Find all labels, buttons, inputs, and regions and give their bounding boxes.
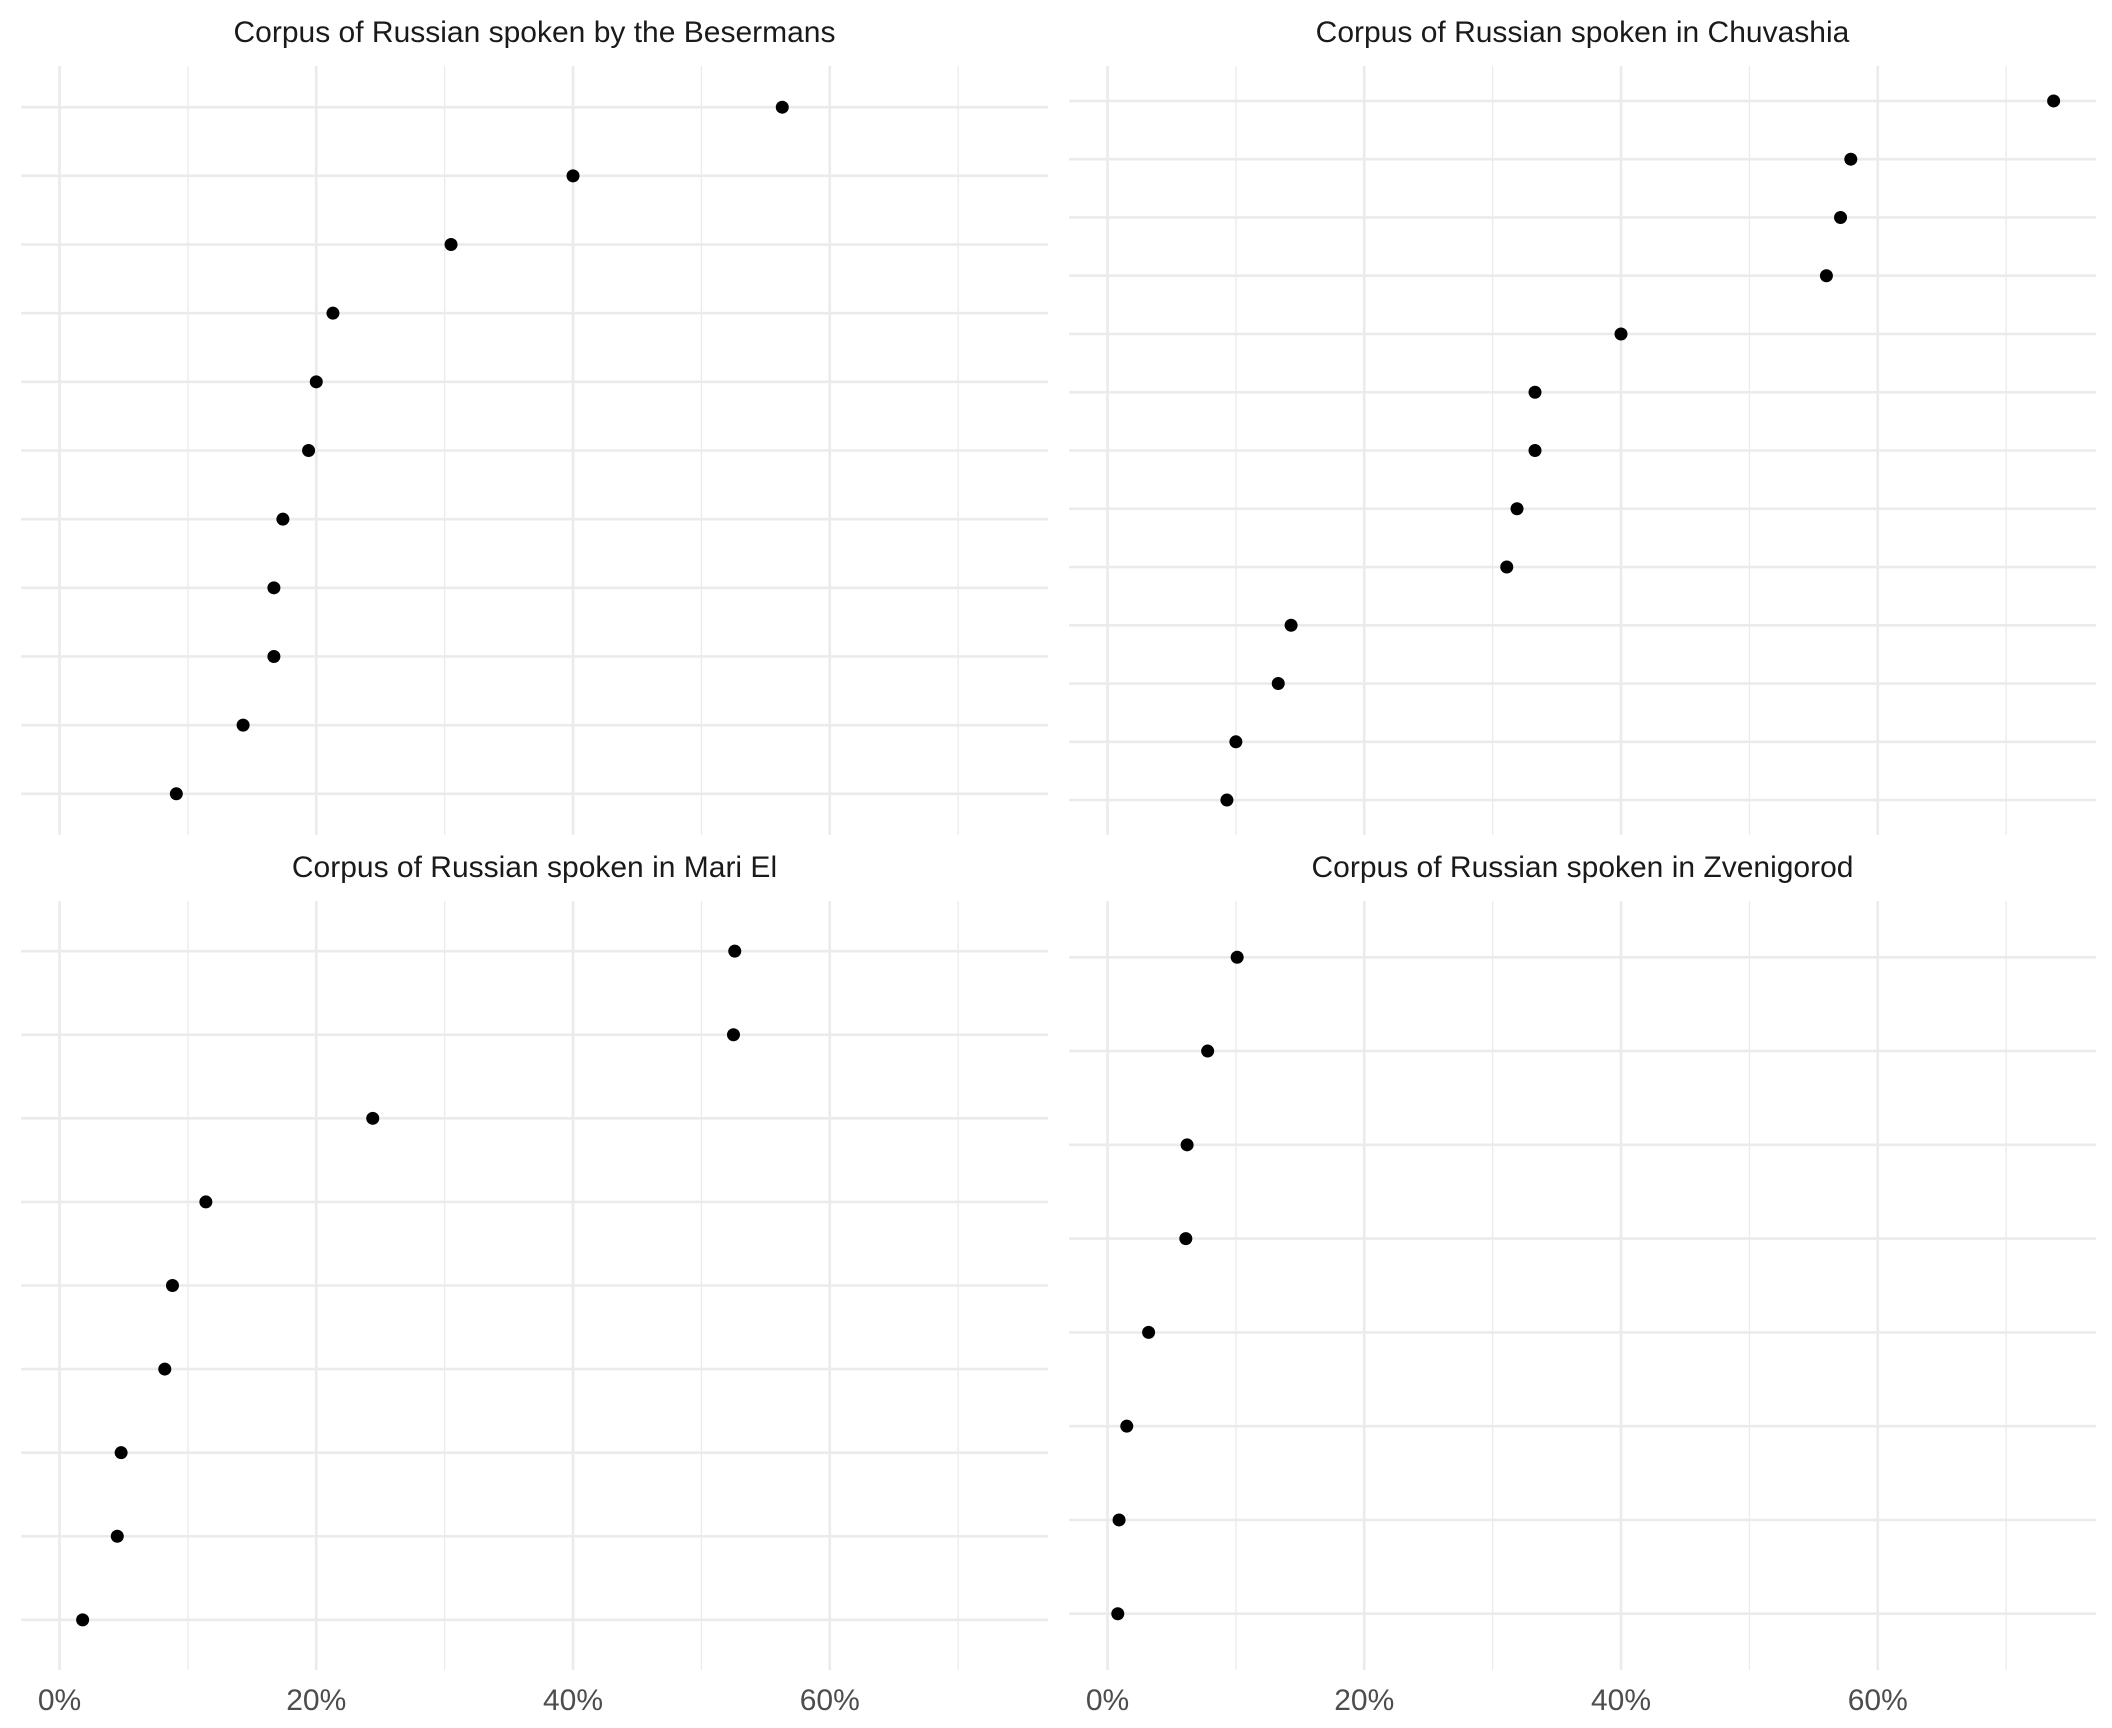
- data-point: [1230, 950, 1244, 964]
- data-point: [728, 944, 742, 958]
- x-tick-label: 60%: [1848, 1684, 1908, 1717]
- facet-chuvashia: Corpus of Russian spoken in Chuvashia: [1069, 16, 2096, 835]
- data-point: [1220, 793, 1234, 807]
- facet-besermans: Corpus of Russian spoken by the Beserman…: [21, 16, 1048, 835]
- data-point: [1179, 1232, 1193, 1246]
- data-point: [1271, 677, 1285, 691]
- x-tick-label: 20%: [286, 1684, 346, 1717]
- data-point: [267, 649, 281, 663]
- data-point: [1834, 210, 1848, 224]
- facet-title: Corpus of Russian spoken in Zvenigorod: [1312, 851, 1854, 884]
- facet-mari-el: Corpus of Russian spoken in Mari El 0% 20%…: [21, 851, 1048, 1717]
- data-point: [169, 787, 183, 801]
- facet-zvenigorod: Corpus of Russian spoken in Zvenigorod 0%…: [1069, 851, 2096, 1717]
- data-point: [114, 1446, 128, 1460]
- data-point: [1111, 1607, 1125, 1621]
- x-tick-label: 40%: [1591, 1684, 1651, 1717]
- x-tick-label: 60%: [800, 1684, 860, 1717]
- data-point: [1819, 269, 1833, 283]
- data-point: [366, 1111, 380, 1125]
- data-point: [726, 1028, 740, 1042]
- data-point: [444, 238, 458, 252]
- x-tick-label: 0%: [1086, 1684, 1129, 1717]
- data-point: [1528, 385, 1542, 399]
- data-point: [1528, 444, 1542, 457]
- data-point: [1614, 327, 1628, 341]
- data-point: [1112, 1513, 1126, 1527]
- data-point: [158, 1362, 172, 1376]
- data-point: [1142, 1325, 1156, 1339]
- facet-title: Corpus of Russian spoken in Mari El: [292, 851, 777, 884]
- data-point: [1284, 618, 1298, 632]
- data-point: [1510, 502, 1524, 516]
- data-point: [566, 169, 580, 183]
- data-point: [110, 1529, 124, 1543]
- facet-title: Corpus of Russian spoken by the Beserman…: [234, 16, 836, 49]
- data-point: [302, 444, 316, 457]
- data-point: [1201, 1044, 1215, 1058]
- x-tick-label: 40%: [543, 1684, 603, 1717]
- data-point: [326, 306, 340, 320]
- data-point: [165, 1279, 179, 1292]
- data-point: [1120, 1419, 1134, 1433]
- facet-title: Corpus of Russian spoken in Chuvashia: [1316, 16, 1850, 49]
- data-point: [309, 375, 323, 389]
- data-point: [1844, 152, 1858, 166]
- data-point: [1180, 1138, 1194, 1152]
- data-point: [2047, 94, 2061, 108]
- data-point: [76, 1613, 90, 1627]
- data-point: [267, 581, 281, 595]
- data-point: [236, 718, 250, 732]
- data-point: [775, 100, 789, 114]
- x-tick-label: 20%: [1334, 1684, 1394, 1717]
- data-point: [1500, 560, 1514, 574]
- x-tick-label: 0%: [38, 1684, 81, 1717]
- data-point: [199, 1195, 213, 1209]
- data-point: [276, 512, 290, 526]
- data-point: [1229, 735, 1243, 749]
